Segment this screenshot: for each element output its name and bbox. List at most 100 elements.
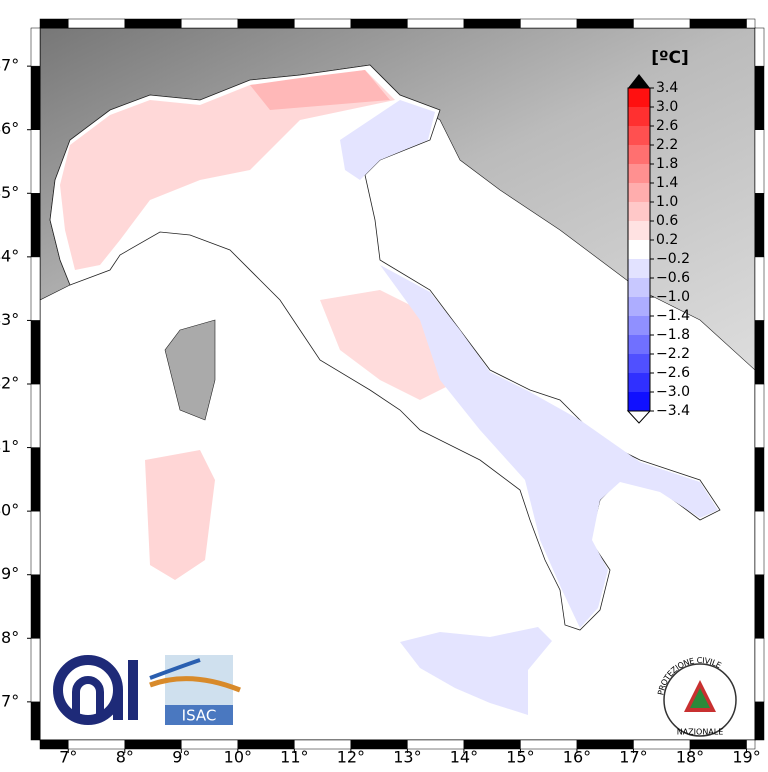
corsica (164, 319, 216, 421)
frame-segment (181, 18, 239, 29)
colorbar-label: 3.4 (656, 80, 678, 96)
frame-segment (754, 320, 765, 385)
colorbar-bin (628, 373, 650, 392)
colorbar-label: −2.2 (656, 346, 690, 362)
colorbar-label: 0.2 (656, 232, 678, 248)
colorbar-frame (627, 87, 651, 412)
lon-label: 17° (619, 748, 647, 767)
frame-segment (520, 18, 578, 29)
cool-area (340, 100, 435, 180)
colorbar-label: −2.6 (656, 365, 690, 381)
lat-label: 47° (0, 56, 19, 75)
frame-segment (30, 383, 41, 448)
lon-label: 8° (116, 748, 134, 767)
frame-segment (754, 638, 765, 703)
colorbar-bin (628, 259, 650, 278)
lat-label: 43° (0, 310, 19, 329)
lon-label: 15° (506, 748, 534, 767)
lat-label: 45° (0, 183, 19, 202)
colorbar-bin (628, 145, 650, 164)
frame-segment (30, 256, 41, 321)
frame-segment (576, 18, 634, 29)
frame-segment (754, 574, 765, 639)
colorbar-bin (628, 164, 650, 183)
colorbar-label: 3.0 (656, 99, 678, 115)
lat-label: 37° (0, 691, 19, 710)
frame-segment (754, 27, 765, 67)
colorbar-label: −1.8 (656, 327, 690, 343)
lat-label: 42° (0, 374, 19, 393)
colorbar-label: 0.6 (656, 213, 678, 229)
frame-segment (124, 18, 182, 29)
colorbar-label: −1.0 (656, 289, 690, 305)
frame-segment (350, 18, 408, 29)
colorbar-bin (628, 107, 650, 126)
frame-segment (237, 18, 295, 29)
colorbar-label: −0.6 (656, 270, 690, 286)
colorbar-label: −0.2 (656, 251, 690, 267)
warm-area (145, 450, 215, 580)
colorbar-bin (628, 240, 650, 259)
colorbar-bin (628, 183, 650, 202)
colorbar-bin (628, 335, 650, 354)
frame-segment (633, 18, 691, 29)
cool-area (400, 627, 552, 715)
frame-segment (30, 27, 41, 67)
frame-segment (30, 638, 41, 703)
frame-segment (754, 193, 765, 258)
frame-segment (30, 574, 41, 639)
frame-segment (30, 701, 41, 741)
colorbar-bin (628, 354, 650, 373)
colorbar-bin (628, 126, 650, 145)
colorbar-label: 2.2 (656, 137, 678, 153)
frame-segment (407, 18, 465, 29)
colorbar-title: [ºC] (651, 48, 689, 68)
frame-segment (746, 739, 756, 750)
cnr-logo (52, 648, 152, 726)
frame-segment (689, 18, 747, 29)
colorbar-label: −1.4 (656, 308, 690, 324)
frame-segment (68, 18, 126, 29)
frame-segment (754, 65, 765, 130)
frame-segment (754, 383, 765, 448)
frame-segment (30, 129, 41, 194)
warm-area (60, 70, 395, 270)
frame-segment (30, 193, 41, 258)
cool-area (380, 265, 718, 628)
colorbar-bin (628, 297, 650, 316)
colorbar-extend (628, 74, 650, 88)
frame-segment (754, 256, 765, 321)
colorbar-bin (628, 278, 650, 297)
colorbar-bin (628, 392, 650, 411)
frame-segment (30, 510, 41, 575)
frame-segment (39, 18, 69, 29)
colorbar-label: 2.6 (656, 118, 678, 134)
colorbar-label: 1.0 (656, 194, 678, 210)
lon-label: 18° (676, 748, 704, 767)
lat-label: 39° (0, 564, 19, 583)
colorbar-bin (628, 202, 650, 221)
frame-segment (30, 320, 41, 385)
lat-label: 46° (0, 119, 19, 138)
lon-label: 16° (563, 748, 591, 767)
lon-label: 19° (732, 748, 760, 767)
lon-label: 14° (450, 748, 478, 767)
colorbar-label: 1.8 (656, 156, 678, 172)
frame-segment (294, 18, 352, 29)
isac-label: ISAC (182, 707, 217, 725)
colorbar-bin (628, 316, 650, 335)
logo-text: NAZIONALE (677, 728, 724, 737)
lat-label: 44° (0, 246, 19, 265)
isac-logo: ISAC (149, 655, 241, 725)
lat-label: 38° (0, 628, 19, 647)
frame-segment (746, 18, 756, 29)
colorbar-bin (628, 221, 650, 240)
warm-area (250, 70, 390, 110)
lon-label: 7° (59, 748, 77, 767)
lat-label: 40° (0, 501, 19, 520)
frame-segment (754, 701, 765, 741)
lon-label: 13° (393, 748, 421, 767)
frame-segment (30, 65, 41, 130)
frame-segment (754, 447, 765, 512)
